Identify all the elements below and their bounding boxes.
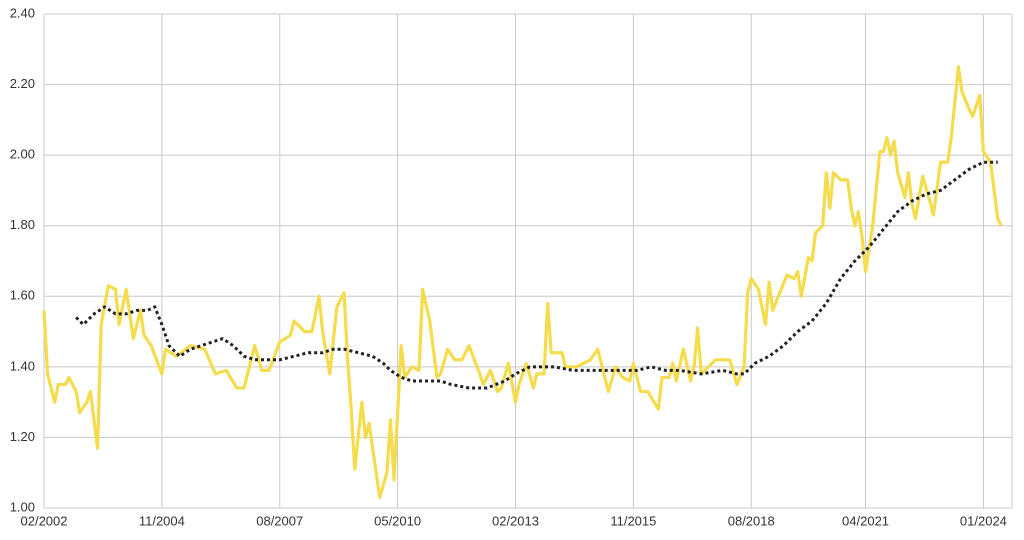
x-tick-label: 01/2024 — [960, 513, 1007, 528]
line-series — [75, 160, 998, 390]
y-tick-label: 1.40 — [10, 358, 35, 373]
x-tick-label: 11/2004 — [139, 513, 185, 528]
x-tick-label: 08/2018 — [728, 513, 775, 528]
y-tick-label: 2.00 — [10, 147, 35, 162]
x-tick-label: 02/2013 — [492, 513, 539, 528]
y-tick-label: 2.40 — [10, 5, 35, 20]
x-tick-label: 04/2021 — [842, 513, 889, 528]
y-tick-label: 1.80 — [10, 217, 35, 232]
y-tick-label: 1.60 — [10, 288, 35, 303]
x-tick-label: 02/2002 — [21, 513, 68, 528]
y-tick-label: 2.20 — [10, 76, 35, 91]
x-tick-label: 11/2015 — [610, 513, 656, 528]
y-tick-label: 1.20 — [10, 429, 35, 444]
x-tick-label: 08/2007 — [256, 513, 303, 528]
x-tick-label: 05/2010 — [374, 513, 421, 528]
y-tick-label: 1.00 — [10, 499, 35, 514]
line-series — [42, 65, 1003, 500]
